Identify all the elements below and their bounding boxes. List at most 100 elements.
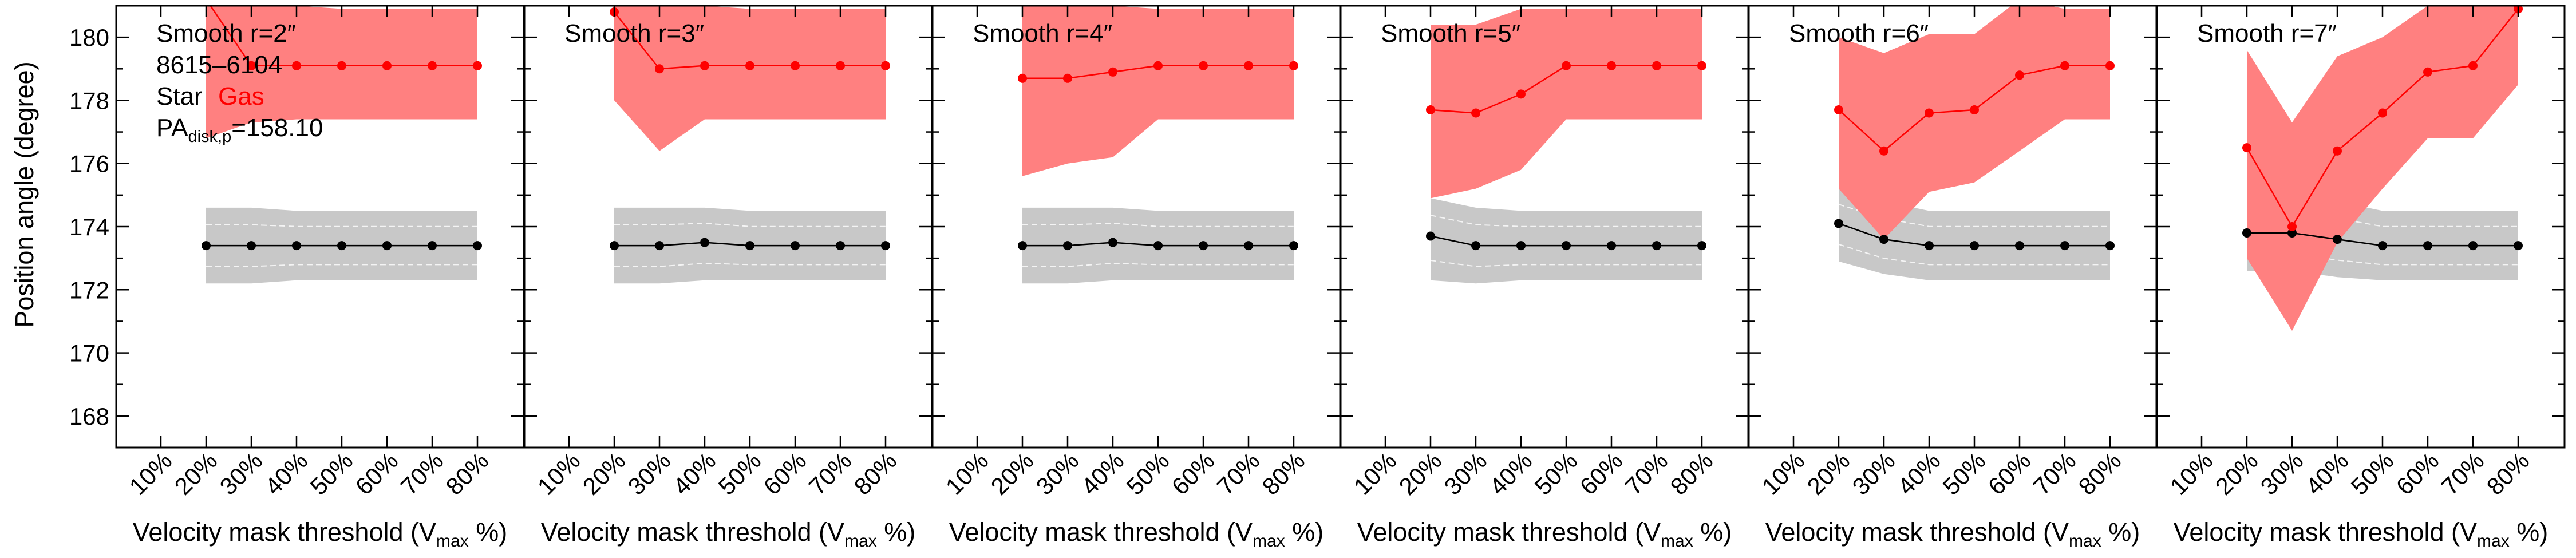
star-uncertainty-band	[1431, 198, 1702, 284]
chart-panel-3: 10%20%30%40%50%60%70%80%Velocity mask th…	[931, 5, 1341, 551]
gas-uncertainty-band	[206, 6, 477, 138]
x-axis-label-main: Velocity mask threshold (V	[1357, 517, 1661, 547]
star-data-point	[2015, 241, 2024, 251]
y-axis-label: Position angle (degree)	[10, 61, 39, 327]
gas-data-point	[2333, 146, 2342, 156]
x-tick-label: 10%	[124, 447, 177, 500]
gas-data-point	[1289, 61, 1298, 70]
x-tick-label: 40%	[1484, 447, 1538, 500]
star-data-point	[1018, 241, 1027, 251]
x-tick-label: 20%	[578, 447, 631, 500]
star-inner-error-lower	[1838, 243, 2110, 266]
y-tick-label: 168	[69, 403, 109, 430]
gas-data-point	[1697, 61, 1706, 70]
x-axis-label: Velocity mask threshold (Vmax %)	[2174, 517, 2548, 551]
x-tick-label: 80%	[441, 447, 494, 500]
gas-data-point	[881, 61, 890, 70]
x-tick-label: 70%	[804, 447, 857, 500]
star-data-point	[337, 241, 346, 251]
star-data-point	[791, 241, 800, 251]
x-tick-label: 50%	[305, 447, 358, 500]
star-data-point	[1925, 241, 1934, 251]
x-tick-label: 80%	[1257, 447, 1310, 500]
x-axis-label: Velocity mask threshold (Vmax %)	[1765, 517, 2140, 551]
pa-annotation-subscript: disk,p	[188, 128, 231, 146]
gas-uncertainty-band	[614, 6, 886, 151]
star-data-point	[1289, 241, 1298, 251]
x-tick-label: 60%	[1167, 447, 1220, 500]
gas-uncertainty-band	[2247, 6, 2518, 331]
gas-data-point	[1652, 61, 1661, 70]
star-data-point	[1652, 241, 1661, 251]
gas-data-point	[2423, 67, 2432, 77]
star-data-point	[292, 241, 301, 251]
star-data-point	[2242, 228, 2251, 238]
star-data-point	[610, 241, 619, 251]
star-data-point	[1244, 241, 1253, 251]
x-tick-label: 20%	[2210, 447, 2263, 500]
star-data-point	[1063, 241, 1072, 251]
x-tick-label: 70%	[1212, 447, 1265, 500]
star-data-point	[655, 241, 664, 251]
star-data-point	[2378, 241, 2387, 251]
gas-data-point	[1471, 108, 1480, 118]
panel-title: Smooth r=7″	[2197, 19, 2337, 48]
gas-data-point	[1153, 61, 1163, 70]
gas-data-point	[2060, 61, 2069, 70]
x-tick-label: 80%	[849, 447, 902, 500]
x-axis-label-subscript: max	[844, 532, 877, 551]
x-tick-label: 70%	[1620, 447, 1673, 500]
gas-uncertainty-band	[1022, 6, 1294, 176]
gas-data-point	[292, 61, 301, 70]
pa-annotation: PAdisk,p=158.10	[156, 114, 323, 146]
gas-data-point	[1244, 61, 1253, 70]
gas-data-point	[2105, 61, 2115, 70]
plot-area	[1018, 6, 1298, 284]
x-axis-label-main: Velocity mask threshold (V	[2174, 517, 2477, 547]
star-data-point	[1970, 241, 1979, 251]
pa-annotation-main: PA	[156, 114, 188, 142]
star-data-point	[1697, 241, 1706, 251]
star-data-point	[382, 241, 392, 251]
x-axis-label: Velocity mask threshold (Vmax %)	[949, 517, 1323, 551]
x-tick-label: 60%	[758, 447, 812, 500]
x-axis-label: Velocity mask threshold (Vmax %)	[133, 517, 507, 551]
x-tick-label: 40%	[2301, 447, 2354, 500]
x-tick-label: 50%	[713, 447, 767, 500]
gas-data-point	[2287, 222, 2297, 231]
star-data-point	[1471, 241, 1480, 251]
star-data-point	[2423, 241, 2432, 251]
x-axis-label-tail: %)	[877, 517, 916, 547]
star-data-point	[202, 241, 211, 251]
plot-area	[1834, 6, 2115, 280]
x-axis-label: Velocity mask threshold (Vmax %)	[541, 517, 915, 551]
legend-star-label: Star	[156, 82, 203, 110]
star-inner-error-upper	[1430, 215, 1702, 227]
star-data-point	[700, 238, 709, 247]
star-data-point	[1562, 241, 1571, 251]
gas-data-point	[745, 61, 754, 70]
x-axis-label-tail: %)	[2101, 517, 2140, 547]
x-axis-label-main: Velocity mask threshold (V	[541, 517, 844, 547]
x-axis-label-subscript: max	[2477, 532, 2510, 551]
x-tick-label: 10%	[941, 447, 994, 500]
x-tick-label: 70%	[2028, 447, 2081, 500]
y-tick-label: 170	[69, 340, 109, 367]
gas-data-point	[202, 0, 211, 4]
star-data-point	[473, 241, 482, 251]
chart-panel-5: 10%20%30%40%50%60%70%80%Velocity mask th…	[1748, 5, 2158, 551]
plot-area	[610, 6, 890, 284]
gas-data-point	[1199, 61, 1208, 70]
x-axis-label-subscript: max	[1253, 532, 1285, 551]
x-tick-label: 60%	[350, 447, 404, 500]
x-axis-label-tail: %)	[1285, 517, 1324, 547]
star-data-point	[1153, 241, 1163, 251]
plot-area	[2242, 6, 2523, 331]
x-tick-label: 20%	[1802, 447, 1855, 500]
gas-data-point	[1879, 146, 1888, 156]
x-axis-label-subscript: max	[1661, 532, 1693, 551]
legend-gas-label: Gas	[218, 82, 264, 110]
star-data-point	[247, 241, 256, 251]
star-data-point	[1108, 238, 1117, 247]
